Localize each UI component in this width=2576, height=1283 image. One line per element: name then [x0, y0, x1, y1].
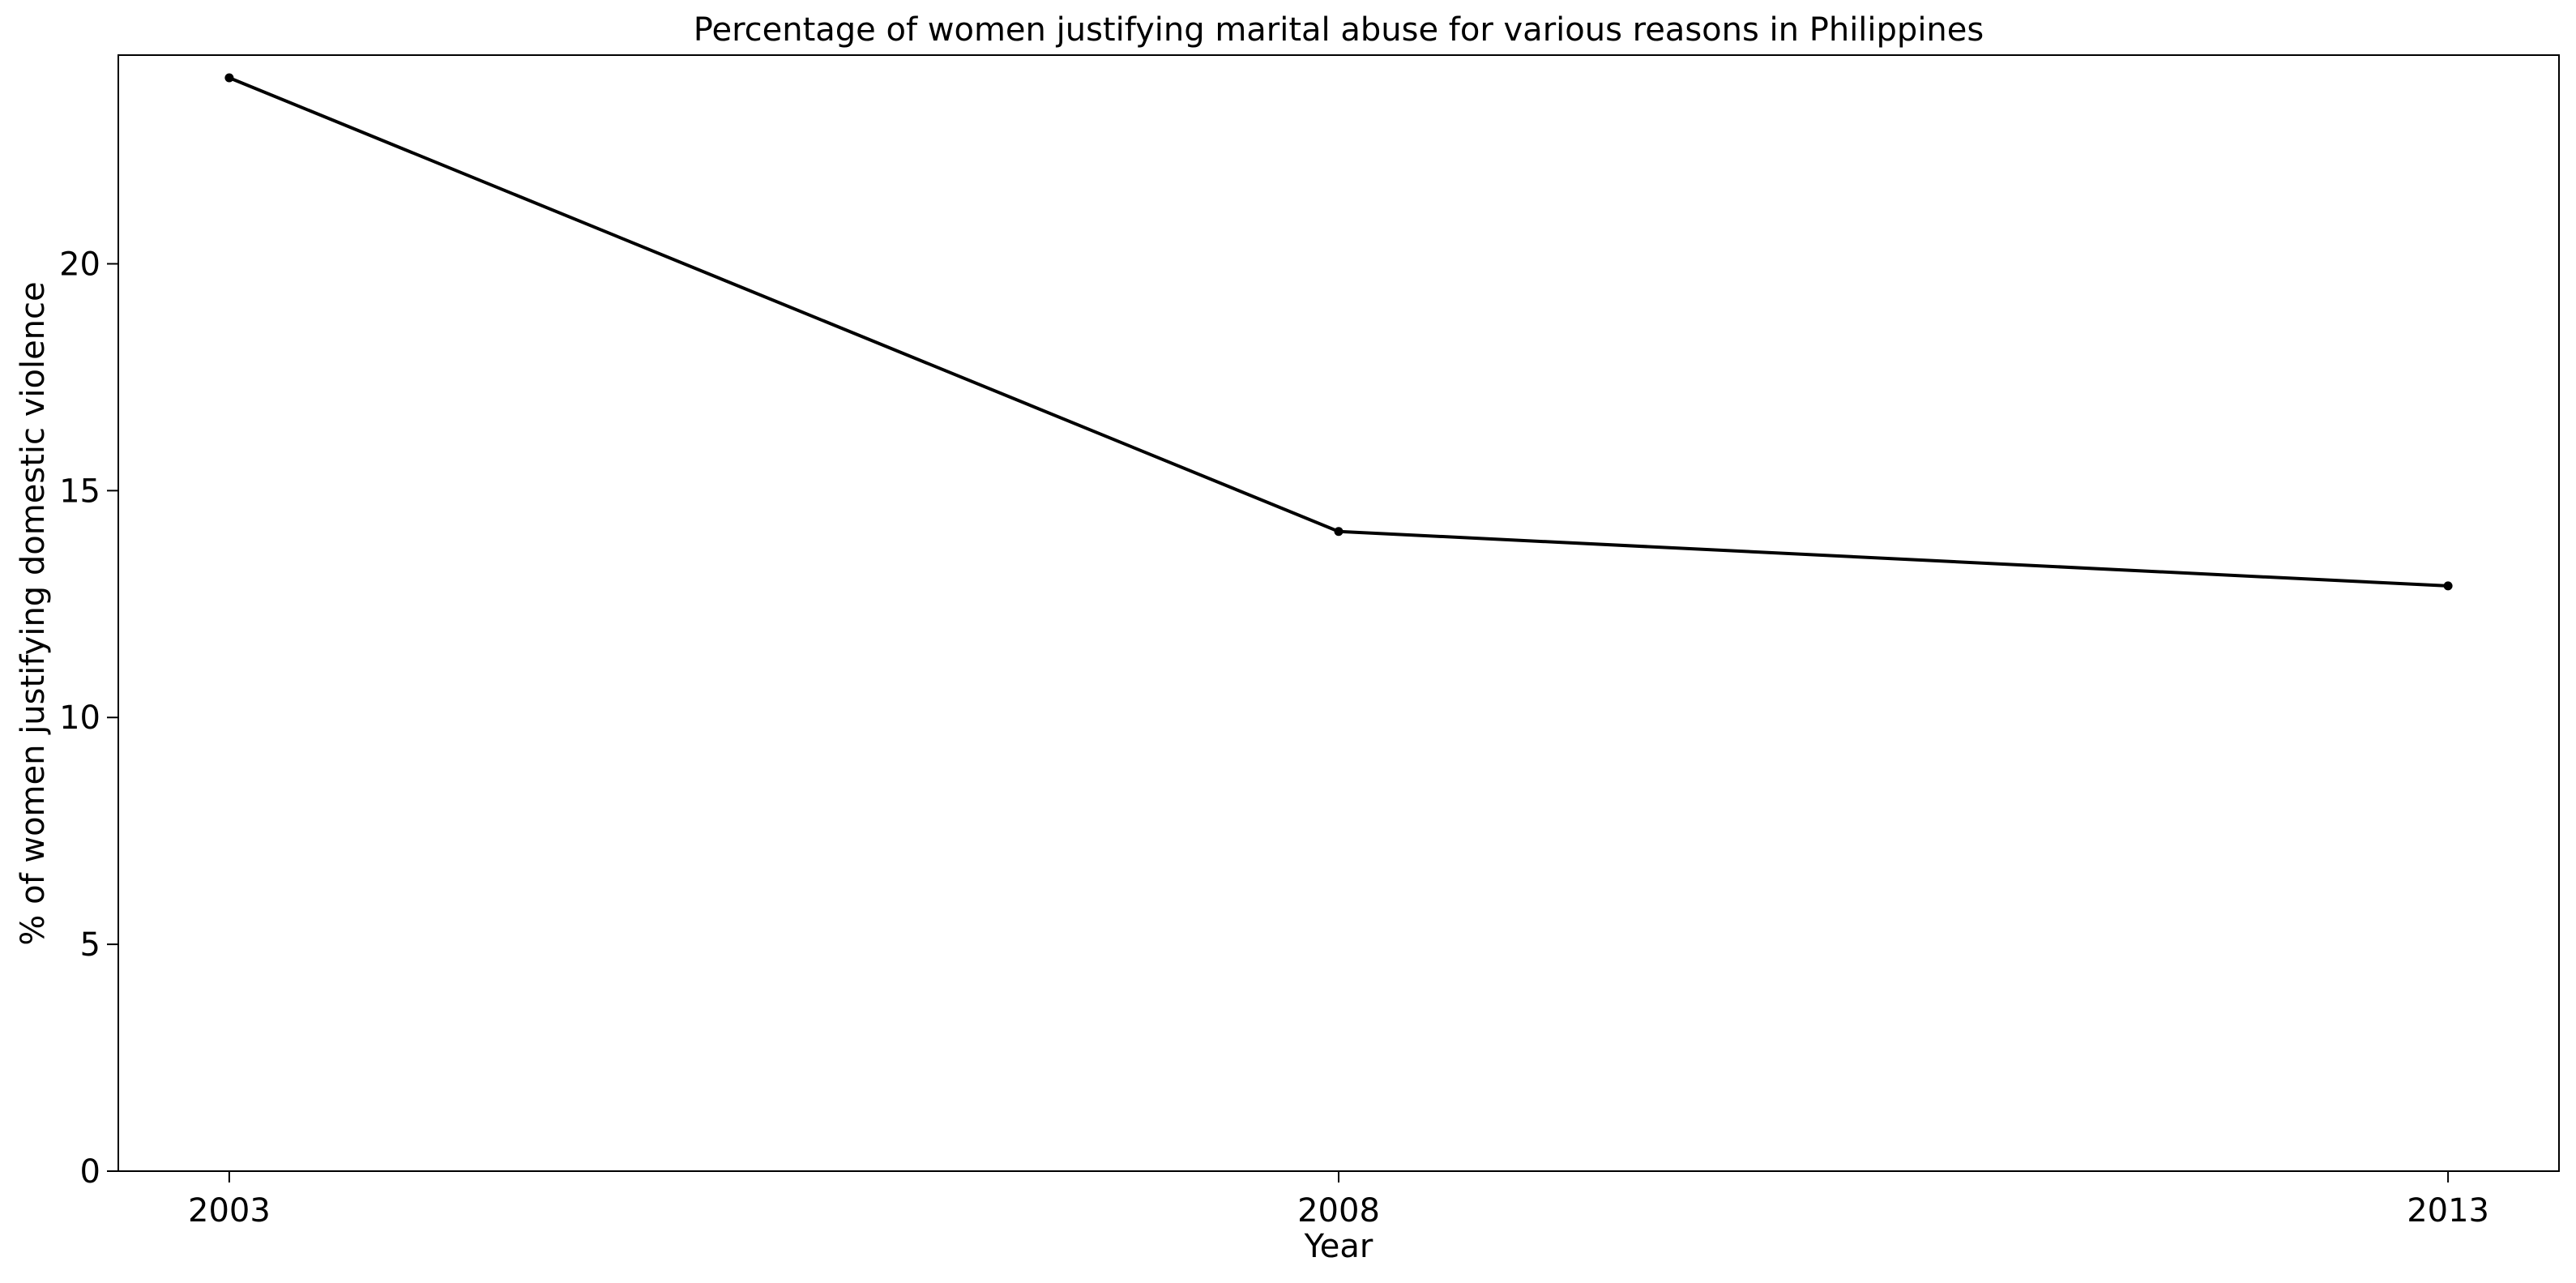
x-axis-label: Year: [1304, 1228, 1373, 1265]
y-tick-label: 10: [59, 699, 100, 737]
x-tick-label: 2013: [2407, 1192, 2489, 1230]
y-tick-label: 20: [59, 246, 100, 283]
y-axis-label: % of women justifying domestic violence: [15, 281, 52, 945]
plot-area: 0 5 10 15 20 2003 2008 2013: [59, 54, 2560, 1230]
data-point: [2443, 581, 2453, 591]
y-tick-label: 15: [59, 473, 100, 510]
x-axis: 2003 2008 2013: [188, 1171, 2489, 1230]
series-layer: [224, 73, 2453, 591]
y-axis: 0 5 10 15 20: [59, 246, 118, 1191]
data-point: [1334, 527, 1344, 537]
x-tick-label: 2008: [1297, 1192, 1380, 1230]
y-tick-label: 0: [80, 1153, 100, 1191]
x-tick-label: 2003: [188, 1192, 271, 1230]
data-point: [224, 73, 234, 83]
y-tick-label: 5: [80, 926, 100, 964]
chart-title: Percentage of women justifying marital a…: [694, 11, 1984, 49]
